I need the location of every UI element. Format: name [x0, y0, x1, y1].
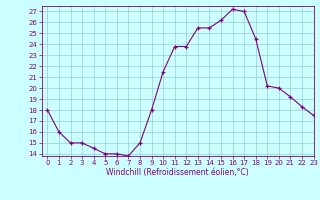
X-axis label: Windchill (Refroidissement éolien,°C): Windchill (Refroidissement éolien,°C) [106, 168, 249, 177]
